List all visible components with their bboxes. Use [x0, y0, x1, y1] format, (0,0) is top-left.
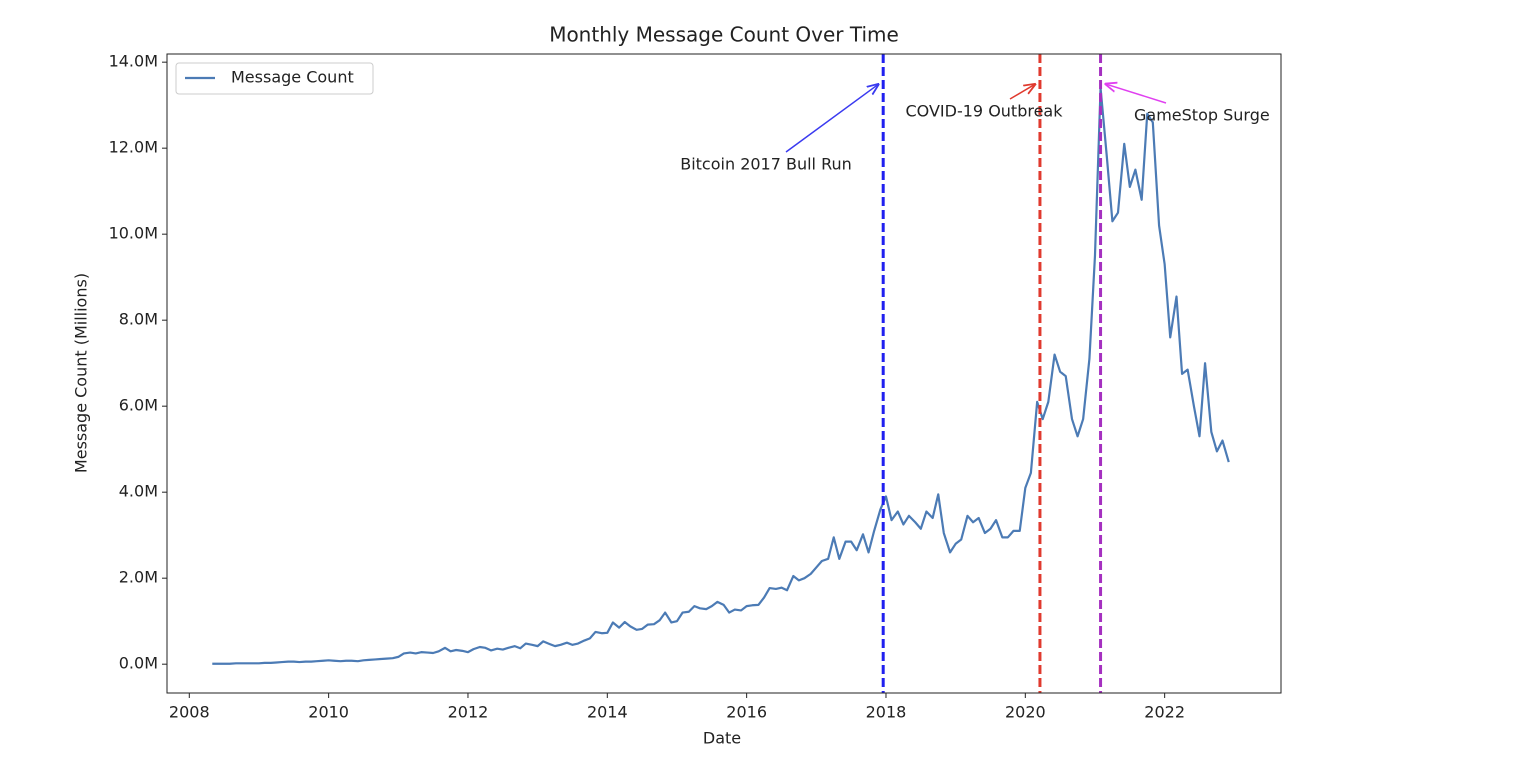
- x-tick-label: 2012: [448, 703, 489, 722]
- annotation-text: COVID-19 Outbreak: [906, 102, 1064, 121]
- y-tick-label: 12.0M: [109, 138, 158, 157]
- x-axis-label: Date: [703, 729, 741, 748]
- plot-frame: [166, 53, 1282, 694]
- annotation-arrow: [1009, 84, 1036, 100]
- y-tick-label: 14.0M: [109, 52, 158, 71]
- y-tick-label: 8.0M: [119, 310, 158, 329]
- y-tick-label: 0.0M: [119, 654, 158, 673]
- x-tick-label: 2016: [726, 703, 767, 722]
- legend-box: [175, 62, 374, 95]
- chart-title: Monthly Message Count Over Time: [549, 23, 899, 47]
- y-tick-label: 10.0M: [109, 224, 158, 243]
- x-tick-label: 2010: [308, 703, 349, 722]
- x-tick-label: 2014: [587, 703, 628, 722]
- annotation-arrow: [1105, 84, 1167, 104]
- annotation-text: Bitcoin 2017 Bull Run: [680, 155, 852, 174]
- x-tick-label: 2022: [1144, 703, 1185, 722]
- y-tick-label: 2.0M: [119, 568, 158, 587]
- x-tick-label: 2018: [866, 703, 907, 722]
- legend-label: Message Count: [231, 68, 354, 87]
- x-tick-label: 2020: [1005, 703, 1046, 722]
- annotation-arrow: [785, 84, 879, 153]
- y-tick-label: 6.0M: [119, 396, 158, 415]
- y-axis-label: Message Count (Millions): [72, 273, 91, 473]
- data-line: [212, 86, 1230, 665]
- annotation-text: GameStop Surge: [1134, 106, 1270, 125]
- x-tick-label: 2008: [169, 703, 210, 722]
- y-tick-label: 4.0M: [119, 482, 158, 501]
